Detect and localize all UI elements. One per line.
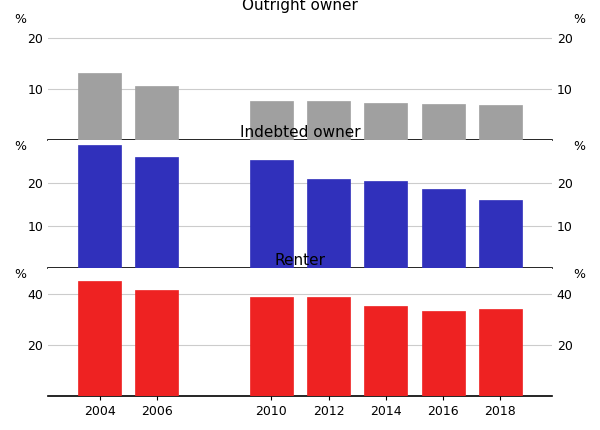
- Text: %: %: [574, 13, 586, 26]
- Bar: [364, 306, 407, 396]
- Bar: [136, 290, 178, 396]
- Bar: [479, 105, 522, 141]
- Bar: [422, 104, 464, 141]
- Bar: [250, 101, 293, 141]
- Bar: [422, 311, 464, 396]
- Bar: [307, 101, 350, 141]
- Title: Indebted owner: Indebted owner: [239, 126, 361, 141]
- Text: %: %: [14, 268, 26, 281]
- Bar: [422, 189, 464, 268]
- Title: Renter: Renter: [275, 253, 325, 268]
- Title: Outright owner: Outright owner: [242, 0, 358, 13]
- Bar: [364, 181, 407, 268]
- Bar: [250, 160, 293, 268]
- Bar: [364, 103, 407, 141]
- Bar: [307, 298, 350, 396]
- Bar: [78, 145, 121, 268]
- Text: %: %: [574, 141, 586, 154]
- Bar: [78, 281, 121, 396]
- Bar: [250, 298, 293, 396]
- Text: %: %: [14, 13, 26, 26]
- Bar: [479, 200, 522, 268]
- Bar: [136, 157, 178, 268]
- Text: %: %: [574, 268, 586, 281]
- Bar: [136, 86, 178, 141]
- Bar: [78, 73, 121, 141]
- Bar: [479, 309, 522, 396]
- Text: %: %: [14, 141, 26, 154]
- Bar: [307, 179, 350, 268]
